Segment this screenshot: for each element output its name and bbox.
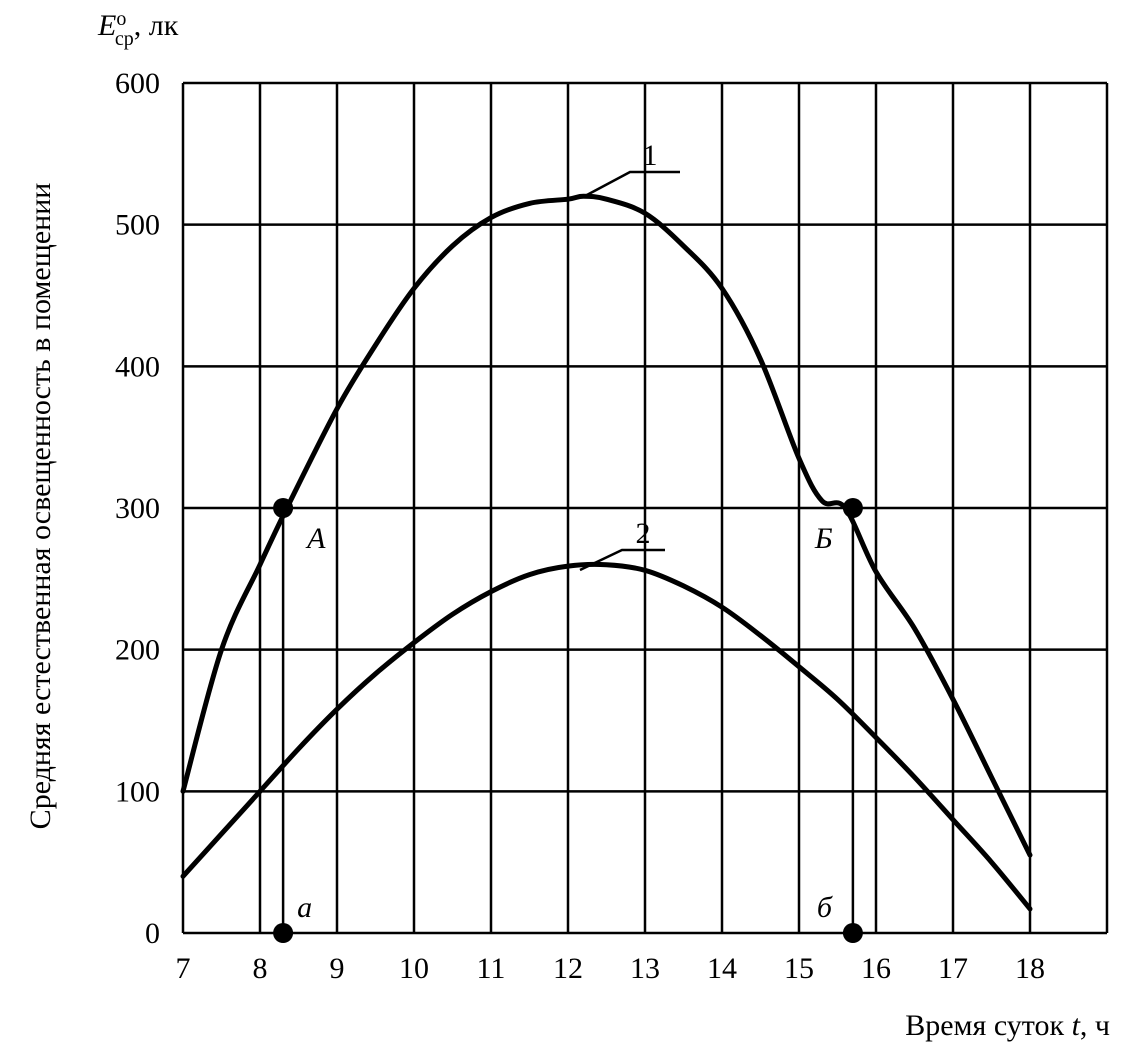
x-tick-label: 14	[707, 952, 737, 985]
series-2-label: 2	[636, 517, 651, 550]
x-tick-label: 16	[861, 952, 891, 985]
y-tick-label: 500	[115, 209, 160, 242]
y-tick-label: 400	[115, 350, 160, 383]
curves: 12	[180, 139, 1033, 912]
x-tick-label: 15	[784, 952, 814, 985]
point-marker	[842, 923, 863, 943]
y-tick-label: 0	[145, 917, 160, 950]
points: A Ба б	[273, 498, 863, 943]
y-tick-label: 100	[115, 775, 160, 808]
grid	[181, 81, 1109, 935]
series-1-leader	[584, 170, 680, 198]
point-marker	[273, 923, 294, 943]
point-label: б	[817, 891, 833, 924]
x-tick-label: 18	[1015, 952, 1045, 985]
x-tick-label: 9	[330, 952, 345, 985]
x-tick-label: 13	[630, 952, 660, 985]
series-2-leader	[579, 548, 665, 572]
y-tick-label: 200	[115, 634, 160, 667]
y-unit-label: Eо ср, лк	[97, 8, 179, 50]
point-marker	[273, 498, 294, 518]
x-axis-title: Время суток t, ч	[905, 1009, 1110, 1042]
y-axis-title: Средняя естественная освещенность в поме…	[24, 183, 57, 830]
x-tick-label: 12	[553, 952, 583, 985]
x-tick-label: 11	[477, 952, 506, 985]
y-tick-label: 600	[115, 67, 160, 100]
x-tick-label: 17	[938, 952, 968, 985]
x-tick-label: 10	[399, 952, 429, 985]
x-tick-label: 8	[253, 952, 268, 985]
point-label: а	[297, 891, 312, 924]
y-tick-label: 300	[115, 492, 160, 525]
series-1-line	[180, 193, 1033, 858]
series-2-line	[180, 561, 1033, 912]
point-label: Б	[814, 522, 833, 555]
point-marker	[842, 498, 863, 518]
series-1-label: 1	[643, 139, 658, 172]
x-tick-label: 7	[176, 952, 191, 985]
point-label: A	[305, 522, 326, 555]
